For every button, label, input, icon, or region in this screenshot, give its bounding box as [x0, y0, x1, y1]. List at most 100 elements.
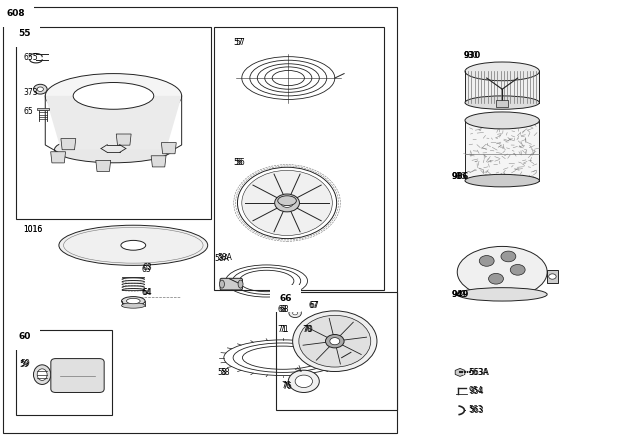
- Ellipse shape: [126, 298, 140, 304]
- Ellipse shape: [465, 96, 539, 109]
- Text: 986: 986: [451, 172, 466, 181]
- Circle shape: [501, 251, 516, 262]
- Text: 55: 55: [19, 29, 31, 38]
- Circle shape: [281, 198, 293, 207]
- Ellipse shape: [458, 246, 547, 298]
- FancyBboxPatch shape: [16, 330, 112, 415]
- Text: 71: 71: [278, 325, 288, 334]
- Text: 70: 70: [303, 325, 312, 334]
- Text: 57: 57: [236, 38, 246, 47]
- Polygon shape: [465, 71, 539, 103]
- Text: 58: 58: [217, 368, 227, 377]
- Text: 563: 563: [468, 405, 483, 414]
- Circle shape: [299, 315, 371, 367]
- FancyBboxPatch shape: [496, 100, 508, 107]
- Polygon shape: [96, 161, 111, 172]
- Circle shape: [237, 167, 337, 239]
- Text: 76: 76: [282, 382, 292, 391]
- Circle shape: [479, 256, 494, 266]
- Circle shape: [275, 194, 299, 212]
- Text: 56: 56: [236, 158, 246, 167]
- Polygon shape: [37, 108, 49, 110]
- Polygon shape: [116, 134, 131, 145]
- Text: 64: 64: [141, 288, 151, 297]
- Text: 655: 655: [24, 53, 38, 62]
- Ellipse shape: [45, 74, 182, 118]
- Ellipse shape: [122, 297, 145, 306]
- Text: 59: 59: [20, 360, 30, 369]
- Text: 1016: 1016: [24, 225, 43, 234]
- Circle shape: [289, 309, 301, 318]
- FancyBboxPatch shape: [220, 278, 242, 290]
- Text: 57: 57: [234, 38, 244, 47]
- Circle shape: [293, 311, 377, 372]
- Text: 986: 986: [451, 172, 469, 181]
- Text: 58A: 58A: [217, 253, 232, 262]
- Ellipse shape: [73, 83, 154, 109]
- FancyBboxPatch shape: [547, 270, 558, 283]
- Ellipse shape: [458, 288, 547, 301]
- Text: 59: 59: [20, 359, 30, 368]
- Text: 563: 563: [469, 406, 484, 415]
- Text: 949: 949: [451, 290, 466, 299]
- Text: 65: 65: [24, 107, 33, 116]
- FancyBboxPatch shape: [3, 7, 397, 433]
- Text: 56: 56: [234, 158, 244, 167]
- Circle shape: [37, 87, 43, 91]
- Circle shape: [489, 273, 503, 284]
- Text: 563A: 563A: [468, 368, 488, 377]
- Circle shape: [293, 311, 298, 315]
- Ellipse shape: [238, 280, 243, 288]
- Polygon shape: [161, 143, 176, 154]
- Text: 67: 67: [310, 301, 320, 310]
- Polygon shape: [61, 139, 76, 150]
- Circle shape: [330, 338, 340, 345]
- FancyBboxPatch shape: [16, 27, 211, 219]
- Polygon shape: [45, 96, 182, 149]
- Text: 67: 67: [309, 301, 319, 310]
- Ellipse shape: [122, 303, 145, 308]
- FancyBboxPatch shape: [214, 27, 384, 290]
- Text: 71: 71: [279, 325, 289, 334]
- Text: 563A: 563A: [469, 368, 489, 377]
- Text: 930: 930: [464, 51, 481, 60]
- Ellipse shape: [37, 369, 47, 380]
- Text: 608: 608: [6, 9, 25, 18]
- Text: 1016: 1016: [24, 225, 43, 234]
- Ellipse shape: [465, 62, 539, 81]
- Text: 58A: 58A: [214, 254, 229, 263]
- Circle shape: [549, 274, 556, 279]
- Ellipse shape: [465, 174, 539, 187]
- Circle shape: [510, 264, 525, 275]
- Ellipse shape: [59, 225, 208, 265]
- Ellipse shape: [465, 112, 539, 129]
- Text: 63: 63: [141, 265, 151, 274]
- Ellipse shape: [121, 240, 146, 250]
- Text: 373: 373: [24, 88, 38, 97]
- Ellipse shape: [55, 136, 172, 163]
- Circle shape: [326, 334, 344, 348]
- Text: 66: 66: [279, 294, 291, 303]
- Circle shape: [33, 84, 47, 94]
- Polygon shape: [151, 156, 166, 167]
- Polygon shape: [51, 152, 66, 163]
- Circle shape: [242, 170, 332, 235]
- Text: 76: 76: [281, 381, 291, 390]
- Text: 949: 949: [451, 290, 469, 299]
- FancyBboxPatch shape: [51, 359, 104, 392]
- FancyBboxPatch shape: [276, 292, 397, 410]
- Text: eReplacementParts.com: eReplacementParts.com: [246, 218, 374, 228]
- Text: 954: 954: [469, 387, 484, 396]
- Ellipse shape: [219, 280, 224, 288]
- Text: 930: 930: [464, 51, 479, 60]
- Text: 954: 954: [468, 386, 483, 395]
- Ellipse shape: [278, 196, 296, 206]
- Text: 63: 63: [143, 263, 153, 272]
- Circle shape: [295, 375, 312, 388]
- Ellipse shape: [33, 365, 51, 384]
- Text: 64: 64: [143, 288, 153, 297]
- Text: 58: 58: [220, 368, 230, 377]
- Circle shape: [288, 370, 319, 392]
- Text: 68: 68: [279, 306, 289, 314]
- Text: 70: 70: [304, 325, 314, 334]
